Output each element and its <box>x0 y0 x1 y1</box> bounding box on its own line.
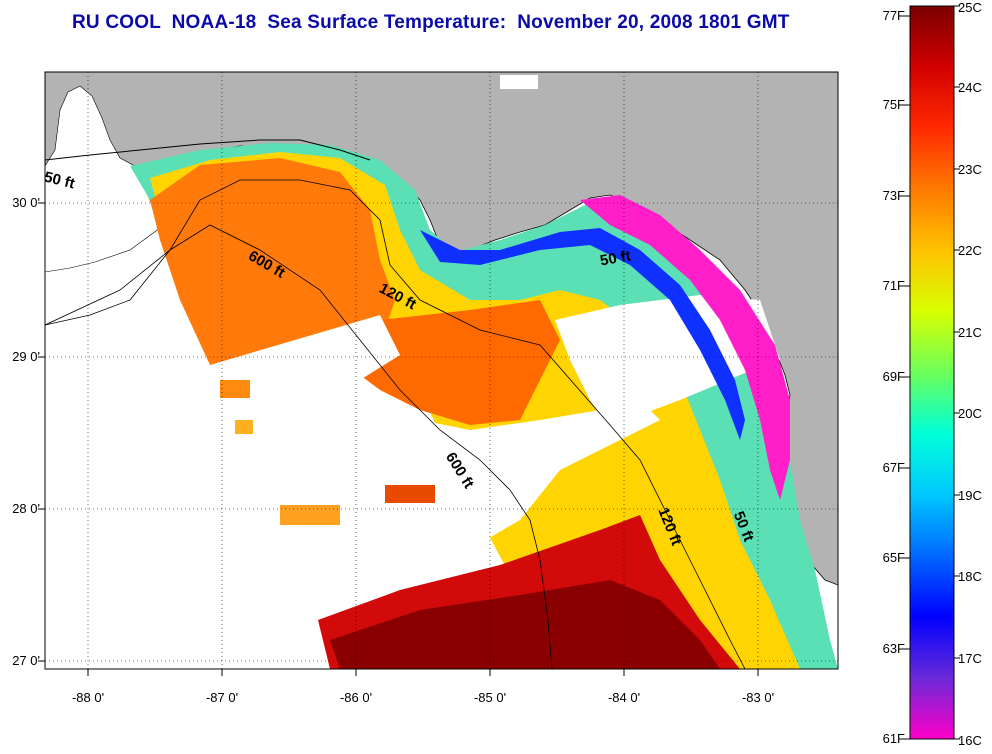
sst-fleck <box>220 380 250 398</box>
colorbar-c-label: 17C <box>958 651 982 666</box>
sst-fleck <box>385 485 435 503</box>
delta-nodata <box>45 85 161 273</box>
lon-label-87: -87 0' <box>205 690 239 705</box>
colorbar-c-label: 16C <box>958 733 982 748</box>
map-frame <box>44 71 839 670</box>
sst-swath-darkred <box>330 580 720 669</box>
lon-label-83: -83 0' <box>741 690 775 705</box>
sst-swath-orange-central <box>360 300 560 425</box>
colorbar-c-label: 25C <box>958 0 982 15</box>
lon-label-85: -85 0' <box>473 690 507 705</box>
lat-label-30: 30 0' <box>12 195 40 210</box>
sst-fleck <box>235 420 253 434</box>
colorbar-c-label: 18C <box>958 569 982 584</box>
colorbar-f-label: 63F <box>882 641 905 656</box>
lat-label-29: 29 0' <box>12 349 40 364</box>
cloud-band-2 <box>555 295 780 430</box>
colorbar-f-label: 61F <box>882 731 905 746</box>
sst-coastal-blue <box>420 228 745 440</box>
colorbar-c-label: 20C <box>958 406 982 421</box>
colorbar-c-label: 23C <box>958 162 982 177</box>
colorbar <box>909 5 955 740</box>
lon-label-88: -88 0' <box>71 690 105 705</box>
colorbar-ticks <box>904 5 960 740</box>
sst-swath-orange-west <box>150 158 395 365</box>
colorbar-c-label: 21C <box>958 325 982 340</box>
lon-label-86: -86 0' <box>339 690 373 705</box>
lat-label-27: 27 0' <box>12 653 40 668</box>
sst-coastal-magenta <box>580 195 790 500</box>
colorbar-f-label: 77F <box>882 8 905 23</box>
colorbar-f-label: 75F <box>882 97 905 112</box>
bathymetry-contour-600ft <box>45 224 553 669</box>
frame-ticks <box>38 202 759 676</box>
colorbar-c-label: 24C <box>958 80 982 95</box>
lon-label-84: -84 0' <box>607 690 641 705</box>
colorbar-c-label: 22C <box>958 243 982 258</box>
map-title: RU COOL NOAA-18 Sea Surface Temperature:… <box>72 12 790 33</box>
colorbar-f-label: 73F <box>882 188 905 203</box>
bathymetry-contour-120ft <box>45 179 746 669</box>
lat-label-28: 28 0' <box>12 501 40 516</box>
colorbar-c-label: 19C <box>958 488 982 503</box>
sst-fleck <box>280 505 340 525</box>
bathymetry-contour-50ft <box>45 139 371 161</box>
colorbar-f-label: 67F <box>882 460 905 475</box>
sst-fleck <box>500 75 538 89</box>
colorbar-f-label: 69F <box>882 369 905 384</box>
colorbar-f-label: 65F <box>882 550 905 565</box>
colorbar-f-label: 71F <box>882 278 905 293</box>
graticule <box>45 72 838 669</box>
